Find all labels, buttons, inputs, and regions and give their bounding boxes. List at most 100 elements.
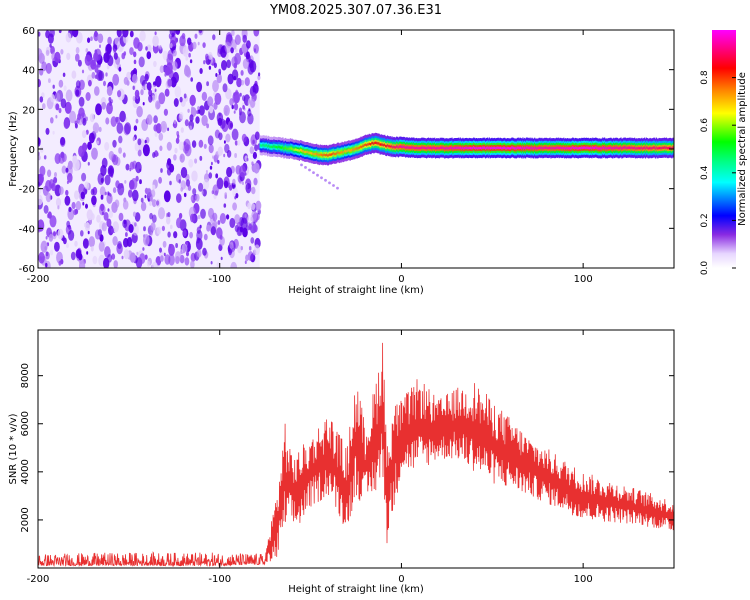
- ridge-cell: [297, 149, 300, 152]
- noise-blob: [158, 176, 163, 184]
- noise-blob: [124, 122, 132, 135]
- noise-blob: [237, 139, 241, 146]
- noise-blob: [119, 110, 126, 123]
- ridge-cell: [616, 146, 618, 149]
- noise-blob: [143, 234, 150, 246]
- noise-blob: [136, 251, 139, 256]
- noise-blob: [52, 84, 55, 89]
- noise-blob: [185, 56, 189, 61]
- ridge-cell: [533, 147, 535, 150]
- noise-blob: [231, 104, 234, 110]
- ridge-cell: [497, 146, 499, 149]
- ridge-cell: [591, 147, 593, 150]
- noise-blob: [89, 113, 95, 123]
- ridge-cell: [442, 146, 444, 149]
- noise-blob: [168, 253, 175, 266]
- ridge-cell: [280, 146, 282, 150]
- ridge-cell: [620, 146, 622, 149]
- noise-blob: [179, 96, 183, 103]
- noise-blob: [68, 206, 72, 213]
- ridge-cell: [459, 146, 461, 149]
- noise-blob: [246, 40, 251, 49]
- ridge-cell: [325, 154, 327, 157]
- ridge-cell: [571, 146, 573, 150]
- noise-blob: [100, 177, 104, 183]
- noise-blob: [137, 42, 143, 52]
- ridge-cell: [353, 148, 355, 151]
- noise-blob: [189, 59, 193, 64]
- ridge-cell: [302, 150, 304, 153]
- noise-blob: [133, 51, 137, 58]
- ridge-cell: [396, 145, 398, 148]
- ridge-tail-point: [328, 181, 331, 185]
- noise-blob: [208, 144, 214, 154]
- noise-blob: [253, 177, 258, 186]
- x-tick-label: 100: [574, 574, 593, 585]
- spectrogram-content: [38, 30, 674, 268]
- ridge-cell: [555, 146, 558, 149]
- noise-blob: [74, 240, 78, 247]
- ridge-cell: [293, 148, 295, 151]
- noise-blob: [254, 244, 260, 255]
- ridge-cell: [604, 147, 607, 150]
- ridge-cell: [306, 150, 309, 154]
- ridge-cell: [524, 146, 526, 149]
- noise-blob: [48, 78, 51, 83]
- ridge-cell: [361, 146, 363, 149]
- noise-blob: [140, 197, 144, 203]
- ridge-cell: [296, 148, 298, 151]
- ridge-cell: [593, 146, 595, 150]
- noise-blob: [38, 79, 41, 88]
- noise-blob: [197, 214, 201, 220]
- ridge-cell: [264, 144, 266, 147]
- ridge-cell: [665, 146, 667, 149]
- noise-blob: [115, 116, 121, 125]
- noise-blob: [45, 30, 50, 39]
- ridge-cell: [407, 146, 409, 149]
- noise-blob: [176, 194, 181, 202]
- noise-blob: [107, 253, 113, 263]
- ridge-cell: [621, 147, 623, 150]
- noise-blob: [173, 49, 177, 57]
- ridge-cell: [392, 146, 394, 149]
- noise-blob: [199, 224, 202, 229]
- noise-blob: [144, 139, 147, 144]
- ridge-cell: [313, 152, 315, 156]
- ridge-cell: [433, 146, 435, 150]
- ridge-cell: [475, 147, 477, 150]
- noise-blob: [201, 190, 204, 195]
- noise-blob: [173, 98, 179, 107]
- ridge-cell: [535, 147, 537, 150]
- noise-blob: [48, 234, 54, 242]
- noise-blob: [194, 33, 198, 39]
- ridge-cell: [394, 146, 396, 149]
- spectrogram-y-ticks: -60 -40 -20 0 20 40 60: [19, 26, 674, 275]
- ridge-cell: [303, 150, 305, 153]
- ridge-cell: [566, 146, 568, 150]
- noise-blob: [132, 85, 135, 91]
- ridge-cell: [495, 146, 498, 150]
- noise-blob: [177, 134, 180, 139]
- ridge-cell: [365, 143, 367, 146]
- noise-blob: [104, 191, 107, 196]
- noise-blob: [205, 53, 209, 61]
- noise-blob: [129, 47, 134, 56]
- x-tick-label: 0: [398, 274, 404, 285]
- noise-blob: [229, 241, 234, 250]
- noise-blob: [104, 174, 111, 186]
- ridge-cell: [403, 145, 405, 148]
- ridge-cell: [359, 146, 361, 149]
- noise-blob: [110, 116, 117, 127]
- ridge-cell: [326, 153, 328, 156]
- ridge-cell: [546, 146, 548, 150]
- noise-blob: [106, 218, 112, 228]
- ridge-cell: [599, 147, 601, 150]
- noise-blob: [168, 243, 175, 256]
- colorbar-ticks: 0.0 0.2 0.4 0.6 0.8: [700, 70, 736, 275]
- ridge-cell: [511, 146, 513, 149]
- ridge-cell: [465, 146, 468, 149]
- noise-blob: [217, 44, 224, 55]
- ridge-cell: [372, 141, 374, 145]
- ridge-cell: [291, 147, 293, 150]
